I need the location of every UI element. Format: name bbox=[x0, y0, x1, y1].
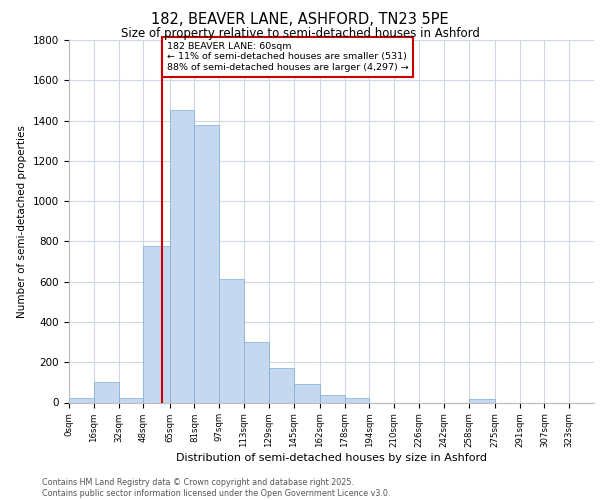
Text: 182 BEAVER LANE: 60sqm
← 11% of semi-detached houses are smaller (531)
88% of se: 182 BEAVER LANE: 60sqm ← 11% of semi-det… bbox=[167, 42, 409, 72]
Bar bbox=[469, 400, 495, 402]
Bar bbox=[194, 124, 219, 402]
Bar bbox=[293, 384, 320, 402]
Text: 182, BEAVER LANE, ASHFORD, TN23 5PE: 182, BEAVER LANE, ASHFORD, TN23 5PE bbox=[151, 12, 449, 28]
Bar bbox=[143, 246, 170, 402]
Y-axis label: Number of semi-detached properties: Number of semi-detached properties bbox=[17, 125, 28, 318]
Bar bbox=[219, 278, 244, 402]
Bar bbox=[244, 342, 269, 402]
Bar bbox=[94, 382, 119, 402]
Text: Contains HM Land Registry data © Crown copyright and database right 2025.
Contai: Contains HM Land Registry data © Crown c… bbox=[42, 478, 391, 498]
Bar bbox=[119, 398, 143, 402]
Bar bbox=[344, 398, 370, 402]
Bar bbox=[269, 368, 293, 402]
X-axis label: Distribution of semi-detached houses by size in Ashford: Distribution of semi-detached houses by … bbox=[176, 452, 487, 462]
Text: Size of property relative to semi-detached houses in Ashford: Size of property relative to semi-detach… bbox=[121, 28, 479, 40]
Bar bbox=[320, 396, 344, 402]
Bar bbox=[69, 398, 94, 402]
Bar bbox=[170, 110, 194, 403]
